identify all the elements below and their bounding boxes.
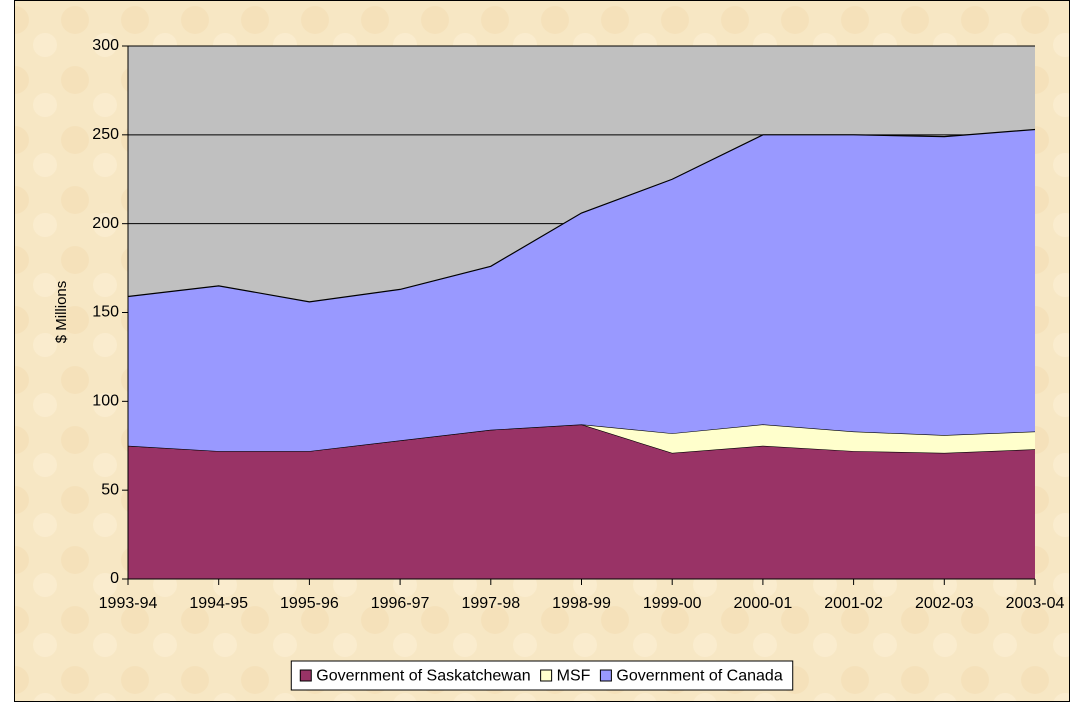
area — [128, 424, 1035, 579]
legend-swatch — [540, 669, 553, 682]
x-tick-label: 1994-95 — [189, 595, 248, 612]
y-tick-label: 250 — [92, 126, 119, 143]
legend-swatch — [599, 669, 612, 682]
x-tick-label: 2003-04 — [1006, 595, 1065, 612]
x-tick-label: 1997-98 — [461, 595, 520, 612]
area-edge — [127, 128, 1036, 303]
legend: Government of Saskatchewan MSF Government … — [290, 660, 794, 691]
legend-swatch — [299, 669, 312, 682]
y-tick-label: 50 — [101, 481, 119, 498]
legend-label: MSF — [557, 668, 591, 685]
legend-label: Government of Saskatchewan — [316, 668, 530, 685]
x-tick-label: 2001-02 — [824, 595, 883, 612]
area — [128, 129, 1035, 452]
x-tick-label: 1999-00 — [643, 595, 702, 612]
y-tick-label: 200 — [92, 215, 119, 232]
y-tick-label: 0 — [110, 570, 119, 587]
x-tick-label: 2002-03 — [915, 595, 974, 612]
x-tick-label: 1996-97 — [371, 595, 430, 612]
x-tick-label: 1993-94 — [99, 595, 158, 612]
area — [128, 424, 1035, 453]
y-tick-label: 300 — [92, 37, 119, 54]
x-tick-label: 1998-99 — [552, 595, 611, 612]
x-tick-label: 2000-01 — [734, 595, 793, 612]
x-tick-label: 1995-96 — [280, 595, 339, 612]
legend-label: Government of Canada — [616, 668, 782, 685]
y-axis-label: $ Millions — [53, 281, 70, 344]
y-tick-label: 150 — [92, 304, 119, 321]
y-tick-label: 100 — [92, 393, 119, 410]
